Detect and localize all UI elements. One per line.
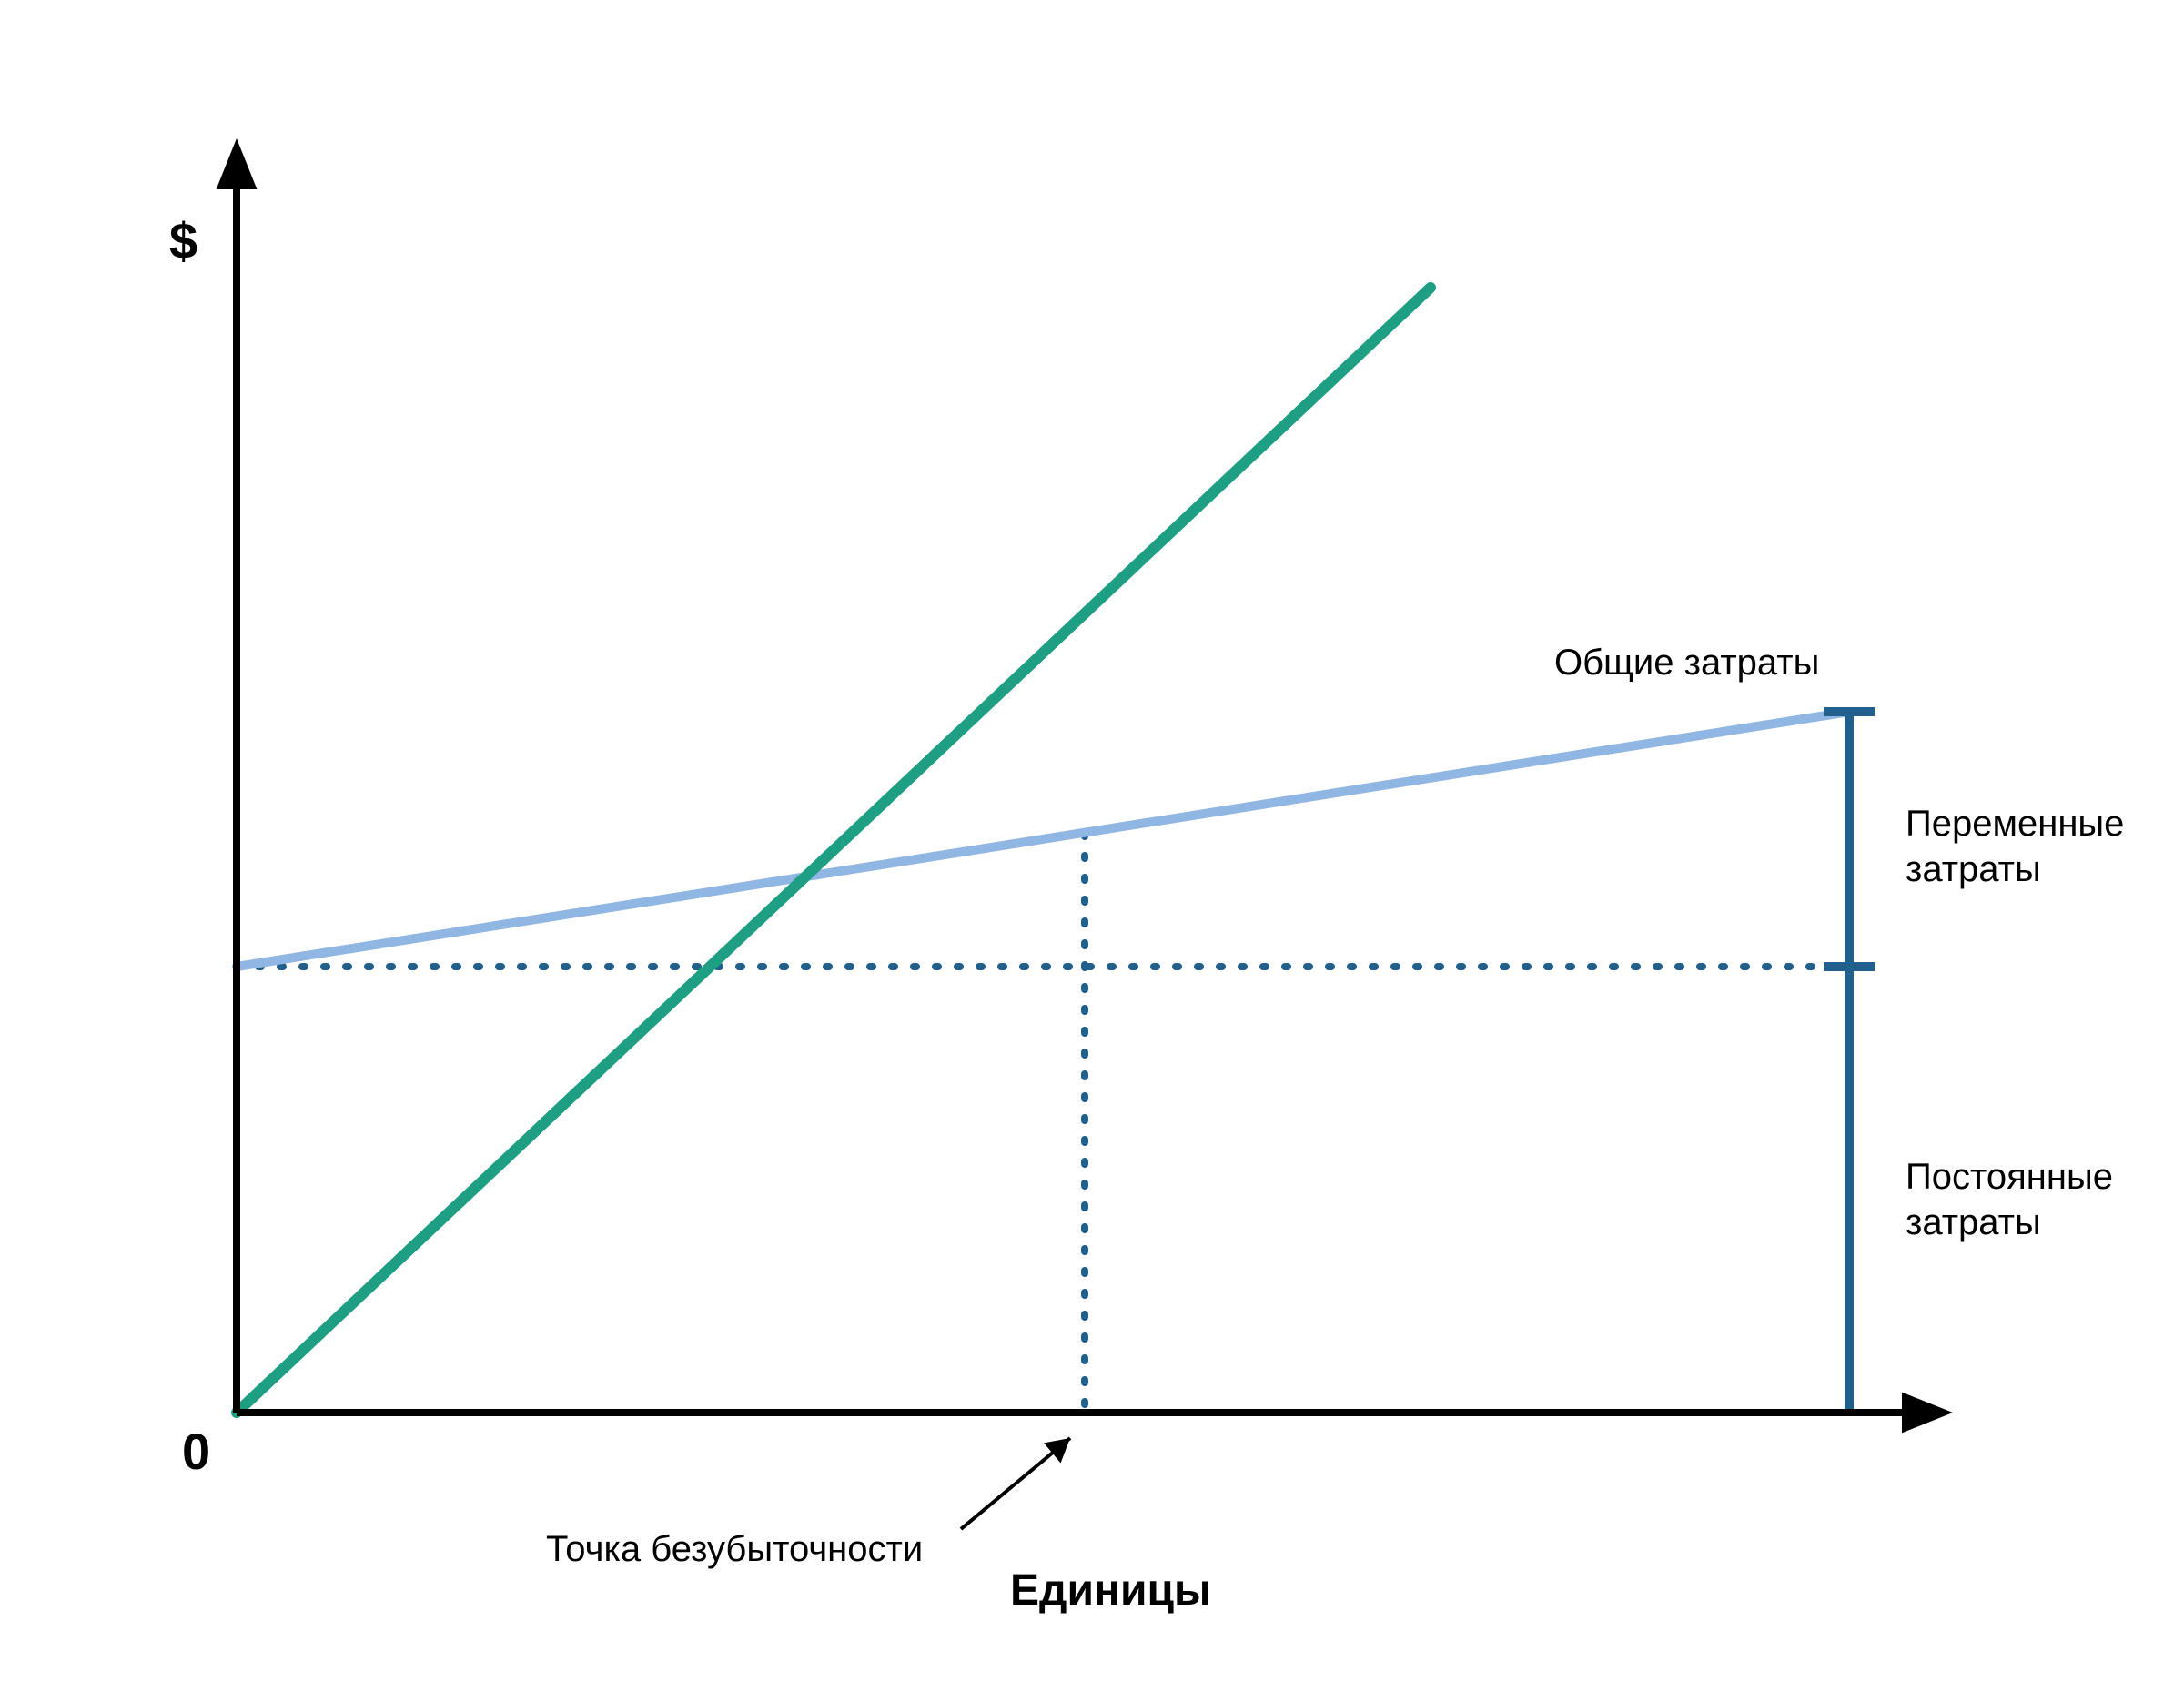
origin-label: 0 bbox=[182, 1422, 210, 1481]
y-axis-arrowhead-icon bbox=[217, 138, 258, 189]
x-axis-arrowhead-icon bbox=[1902, 1393, 1953, 1434]
total-cost-line bbox=[237, 712, 1849, 967]
chart-svg bbox=[0, 0, 2184, 1682]
variable-costs-label: Переменные затраты bbox=[1906, 801, 2124, 892]
x-axis-label: Единицы bbox=[1010, 1565, 1211, 1616]
breakeven-label: Точка безубыточности bbox=[546, 1529, 923, 1570]
total-costs-label: Общие затраты bbox=[1554, 643, 1819, 684]
breakeven-pointer-arrowhead-icon bbox=[1044, 1438, 1070, 1463]
breakeven-chart: $ 0 Единицы Общие затраты Переменные зат… bbox=[0, 0, 2184, 1682]
revenue-line bbox=[237, 288, 1431, 1413]
fixed-costs-label: Постоянные затраты bbox=[1906, 1154, 2113, 1245]
y-axis-label: $ bbox=[169, 211, 197, 270]
